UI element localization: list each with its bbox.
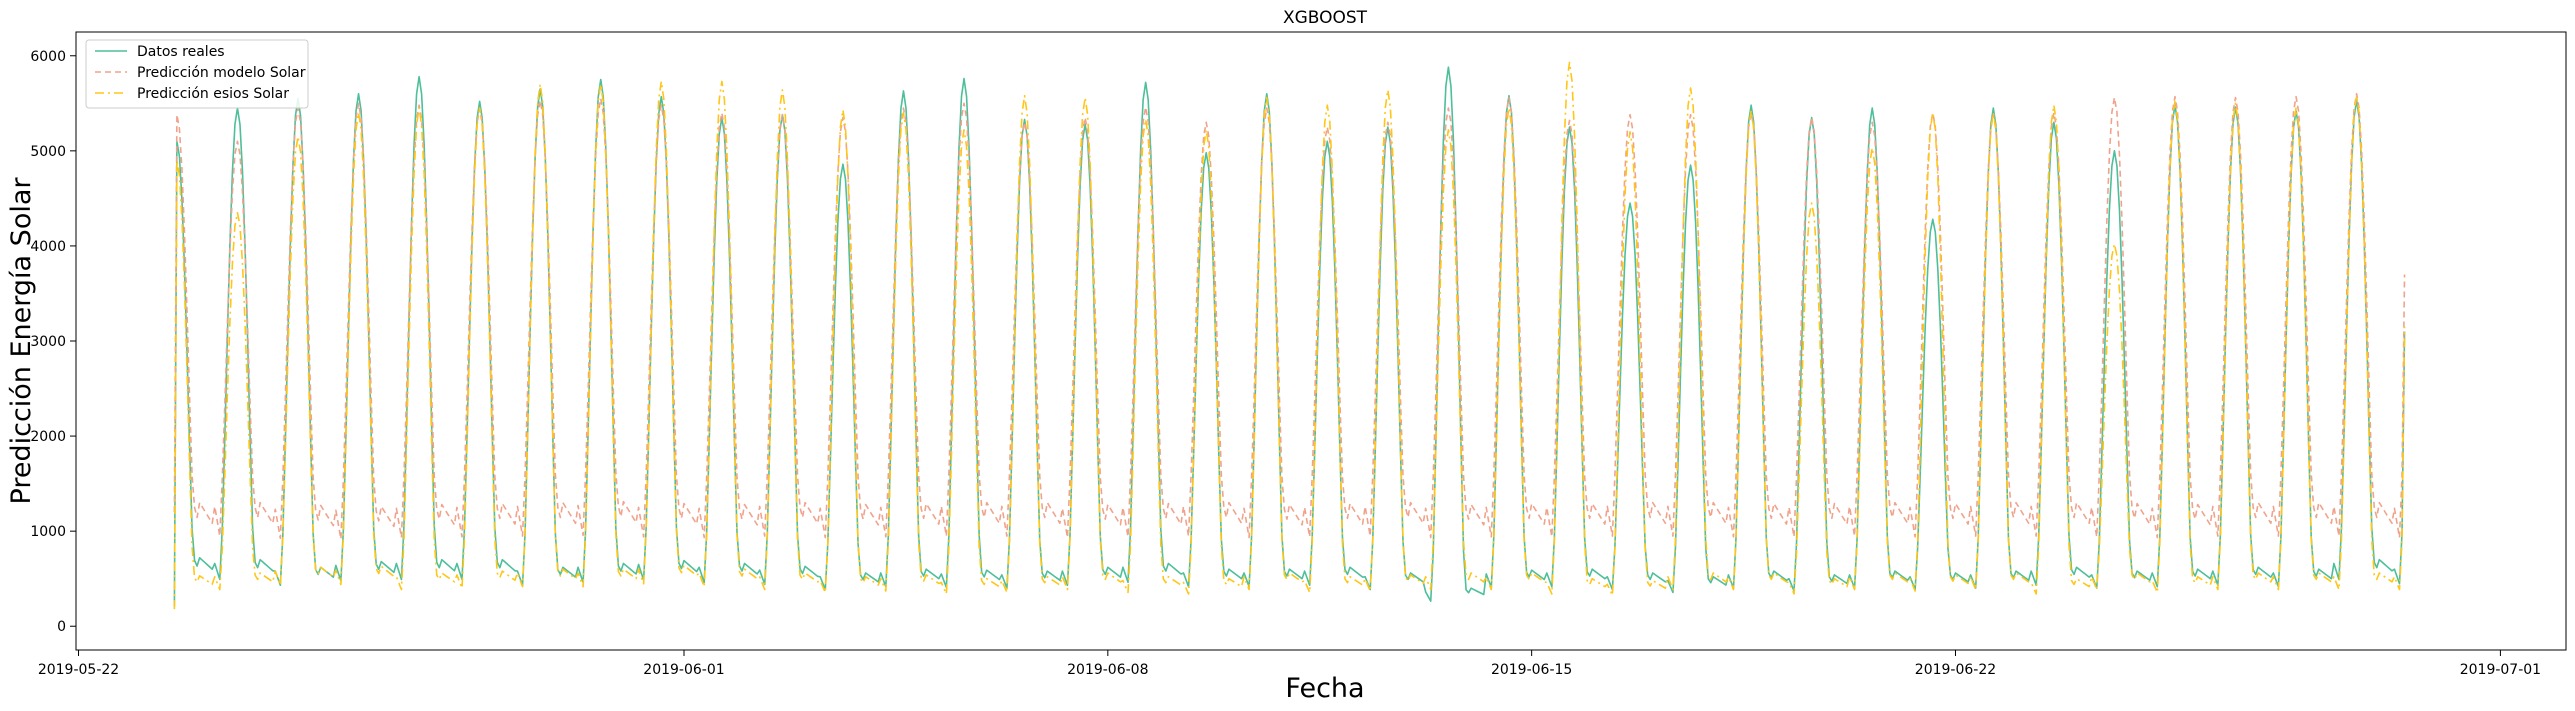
y-tick-label: 5000 (30, 144, 66, 160)
y-axis-label: Predicción Energía Solar (6, 177, 37, 505)
x-tick-label: 2019-07-01 (2460, 662, 2541, 678)
legend-box (85, 39, 309, 109)
legend: Datos reales Predicción modelo Solar Pre… (85, 39, 309, 109)
x-tick-label: 2019-06-08 (1067, 662, 1148, 678)
x-tick-label: 2019-05-22 (38, 662, 119, 678)
legend-label-datos-reales: Datos reales (137, 44, 225, 60)
y-tick-label: 2000 (30, 429, 66, 445)
legend-label-prediccion-esios: Predicción esios Solar (137, 86, 289, 102)
x-tick-label: 2019-06-15 (1491, 662, 1572, 678)
x-axis-label: Fecha (1285, 673, 1364, 704)
x-tick-label: 2019-06-01 (643, 662, 724, 678)
series-line-1 (173, 93, 2406, 540)
y-tick-label: 6000 (30, 49, 66, 65)
y-tick-label: 0 (57, 619, 66, 635)
legend-label-prediccion-modelo: Predicción modelo Solar (137, 65, 306, 81)
x-tick-label: 2019-06-22 (1915, 662, 1996, 678)
series-layer (173, 61, 2406, 610)
y-axis: 0 1000 2000 3000 4000 5000 6000 (30, 49, 76, 635)
y-tick-label: 3000 (30, 334, 66, 350)
x-axis: 2019-05-22 2019-06-01 2019-06-08 2019-06-15… (38, 650, 2541, 678)
chart-title: XGBOOST (1283, 8, 1368, 28)
y-tick-label: 1000 (30, 524, 66, 540)
series-line-0 (173, 66, 2406, 607)
y-tick-label: 4000 (30, 239, 66, 255)
